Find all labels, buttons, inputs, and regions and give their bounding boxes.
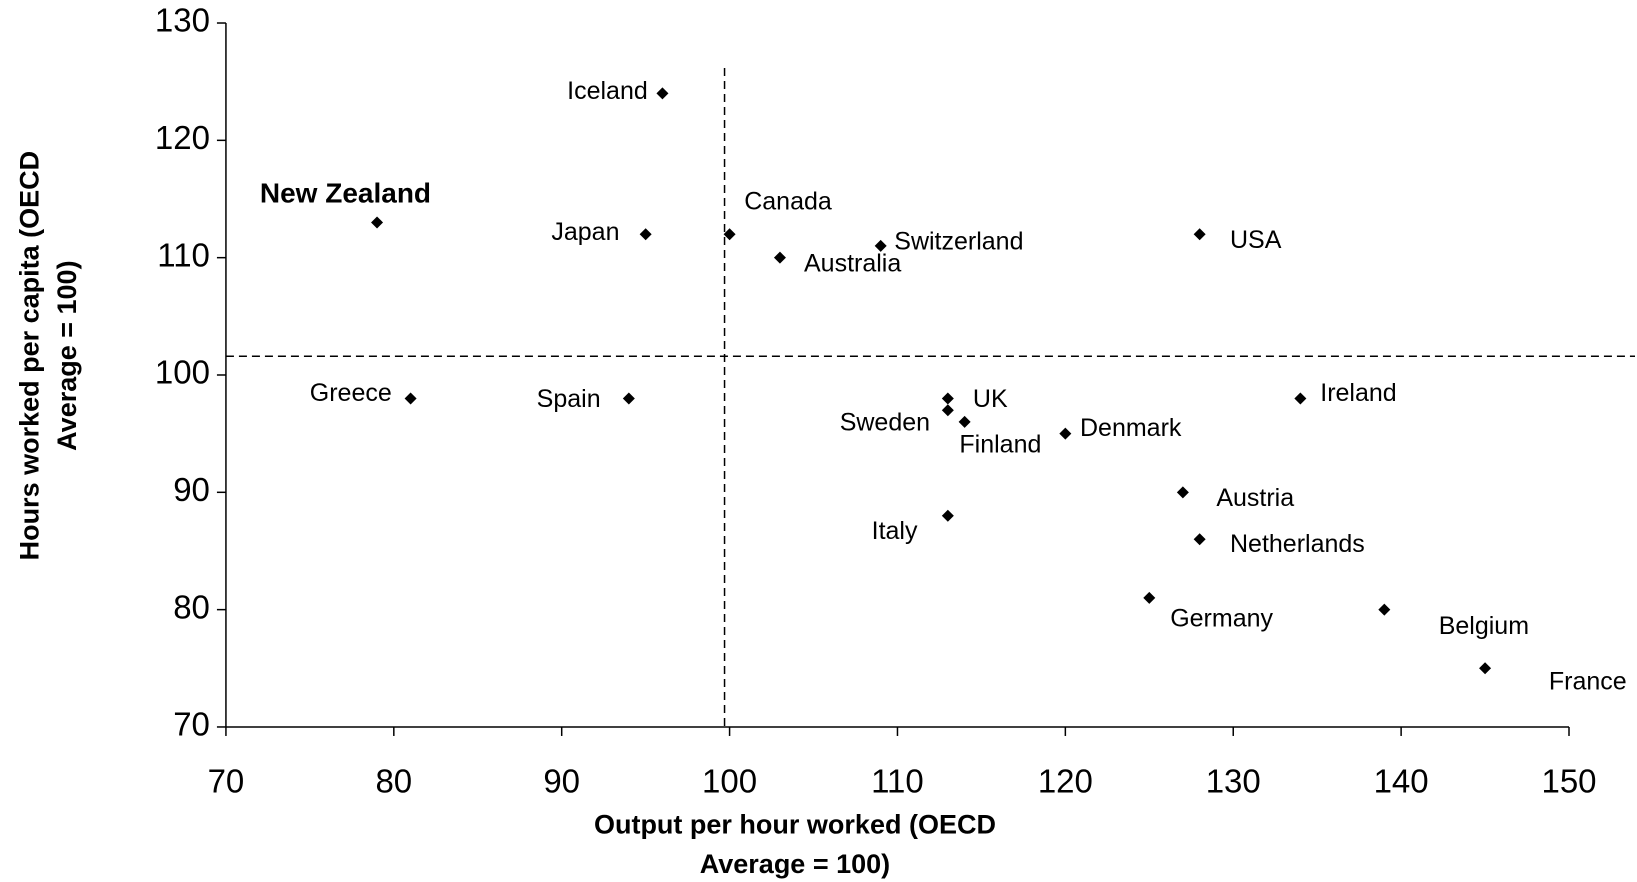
point <box>941 509 954 522</box>
point-label: Iceland <box>567 77 648 105</box>
y-tick-label: 100 <box>155 354 210 391</box>
point-label: Japan <box>551 218 619 246</box>
y-tick-label: 90 <box>173 471 210 508</box>
point <box>1193 533 1206 546</box>
point-label: Denmark <box>1080 414 1182 442</box>
x-tick-label: 80 <box>375 763 412 800</box>
x-tick-label: 140 <box>1374 763 1429 800</box>
point-label: UK <box>973 385 1008 413</box>
point <box>404 392 417 405</box>
x-tick-label: 70 <box>208 763 245 800</box>
x-tick-label: 110 <box>871 763 924 800</box>
point <box>656 87 669 100</box>
point-label: Greece <box>310 379 392 407</box>
x-axis-title: Average = 100) <box>700 849 890 879</box>
point <box>371 216 384 229</box>
y-tick-label: 70 <box>173 706 210 743</box>
point <box>941 392 954 405</box>
point-label: Belgium <box>1439 612 1529 640</box>
y-axis-title: Hours worked per capita (OECD <box>15 151 45 561</box>
x-axis-title: Output per hour worked (OECD <box>594 809 996 839</box>
y-tick-label: 80 <box>173 588 210 625</box>
point-label: Spain <box>537 385 601 413</box>
point-label: Switzerland <box>894 227 1023 255</box>
point <box>1059 427 1072 440</box>
point-label: Austria <box>1216 484 1294 512</box>
y-tick-label: 120 <box>155 119 210 156</box>
point <box>1143 591 1156 604</box>
point-label: Finland <box>959 431 1041 459</box>
y-tick-label: 130 <box>155 2 210 39</box>
point-label: New Zealand <box>260 178 431 209</box>
x-tick-label: 100 <box>702 763 757 800</box>
point-label: Ireland <box>1320 379 1396 407</box>
x-tick-label: 120 <box>1038 763 1093 800</box>
point <box>639 228 652 241</box>
point-label: Italy <box>872 517 918 545</box>
point <box>1176 486 1189 499</box>
point <box>723 228 736 241</box>
point <box>1479 662 1492 675</box>
x-tick-label: 130 <box>1206 763 1261 800</box>
point-label: Netherlands <box>1230 530 1365 558</box>
point <box>941 404 954 417</box>
point <box>1294 392 1307 405</box>
x-tick-label: 90 <box>543 763 580 800</box>
point <box>1378 603 1391 616</box>
y-tick-label: 110 <box>157 236 210 273</box>
point-label: Sweden <box>840 408 930 436</box>
point-label: Germany <box>1170 604 1273 632</box>
point <box>1193 228 1206 241</box>
point-label: France <box>1549 668 1627 696</box>
point-label: Australia <box>804 250 901 278</box>
point <box>622 392 635 405</box>
y-axis-title: Average = 100) <box>52 260 82 450</box>
x-tick-label: 150 <box>1541 763 1596 800</box>
point-label: Canada <box>744 187 832 215</box>
point-label: USA <box>1230 226 1282 254</box>
point <box>874 239 887 252</box>
point <box>773 251 786 264</box>
point <box>958 415 971 428</box>
